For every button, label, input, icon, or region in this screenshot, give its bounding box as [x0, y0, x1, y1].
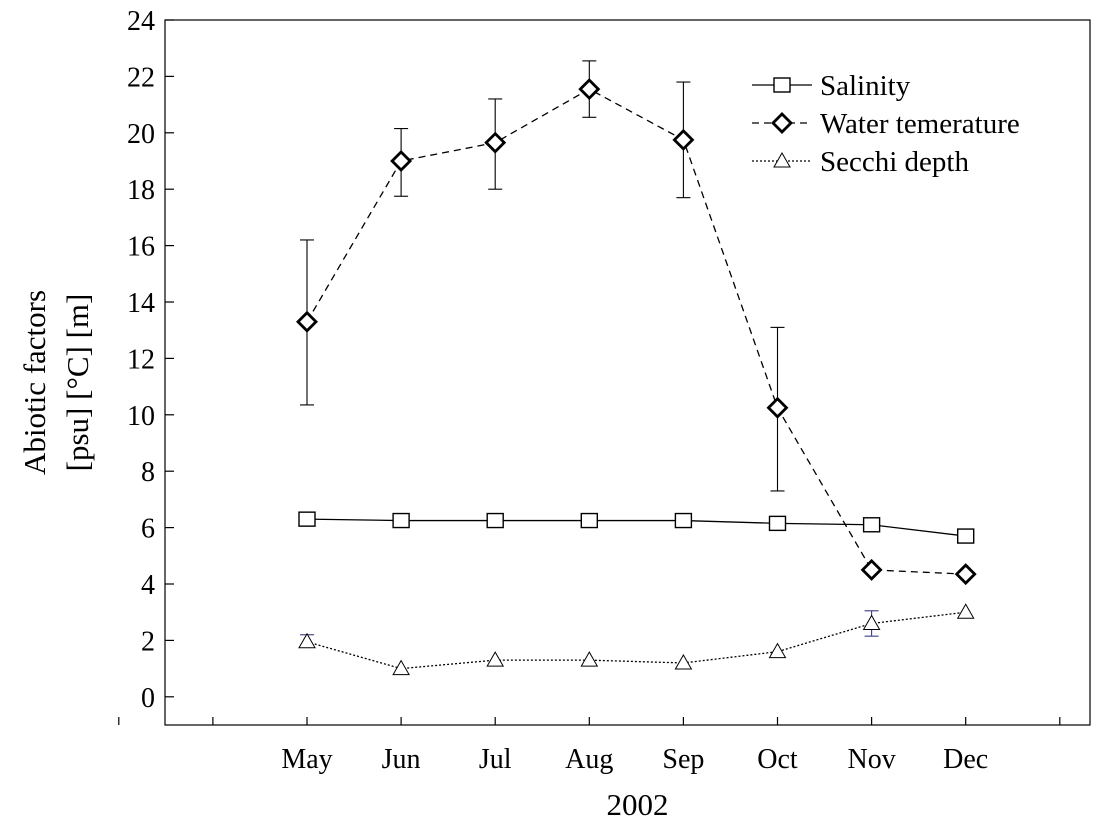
data-point — [860, 558, 883, 581]
legend-item: Water temerature — [752, 108, 1020, 140]
y-tick-label: 12 — [127, 344, 155, 375]
data-point — [392, 659, 410, 676]
data-point — [298, 632, 316, 649]
x-tick-label: May — [281, 744, 332, 775]
y-tick-label: 4 — [141, 570, 155, 601]
data-point — [957, 528, 975, 544]
data-point — [768, 642, 787, 659]
legend-item: Salinity — [752, 70, 911, 102]
data-point — [580, 651, 599, 667]
data-point — [766, 396, 789, 419]
x-tick-label: Jun — [382, 744, 421, 775]
data-point — [296, 310, 318, 333]
y-tick-label: 20 — [127, 119, 155, 150]
x-tick-label: Aug — [565, 744, 613, 775]
data-point — [580, 512, 598, 529]
series-water-temerature — [296, 60, 977, 586]
x-tick-label: Dec — [943, 744, 988, 775]
y-tick-label: 6 — [141, 514, 155, 545]
y-tick-label: 22 — [127, 62, 155, 93]
x-tick-label: Sep — [662, 744, 704, 775]
series-line — [306, 611, 966, 670]
legend-item: Secchi depth — [752, 146, 969, 178]
series-secchi-depth — [298, 603, 975, 676]
x-tick-label: Nov — [847, 744, 895, 775]
series-line — [306, 518, 966, 537]
x-tick-label: Oct — [757, 744, 798, 775]
data-point — [390, 150, 413, 172]
y-tick-label: 10 — [127, 401, 155, 432]
y-tick-label: 2 — [141, 626, 155, 657]
y-tick-label: 0 — [141, 683, 155, 714]
data-point — [578, 78, 601, 101]
legend-marker — [771, 112, 793, 134]
y-axis-title-line-2: [psu] [°C] [m] — [60, 294, 95, 472]
series-layer — [296, 60, 977, 676]
y-tick-label: 14 — [127, 288, 155, 319]
series-salinity — [298, 511, 975, 544]
data-point — [954, 563, 977, 586]
legend-marker — [773, 77, 791, 93]
data-point — [486, 512, 504, 529]
data-point — [768, 515, 787, 532]
data-point — [672, 128, 695, 151]
data-point — [674, 512, 693, 529]
legend-label: Secchi depth — [820, 146, 969, 178]
x-axis-ticks: May Jun Jul Aug Sep Oct Nov Dec — [118, 717, 1061, 775]
legend-label: Water temerature — [820, 108, 1020, 140]
data-point — [484, 131, 507, 154]
data-point — [956, 603, 975, 619]
y-tick-label: 8 — [141, 457, 155, 488]
legend-label: Salinity — [820, 70, 911, 102]
series-line — [306, 88, 966, 575]
y-tick-label: 18 — [127, 175, 155, 206]
data-point — [862, 517, 881, 533]
x-tick-label: Jul — [479, 744, 512, 775]
data-point — [486, 651, 505, 667]
data-point — [392, 512, 410, 529]
data-point — [298, 511, 316, 527]
y-axis-title: Abiotic factors [psu] [°C] [m] — [17, 290, 95, 475]
y-axis-title-line-1: Abiotic factors — [17, 290, 52, 475]
legend: Salinity Water temerature Secchi depth — [752, 70, 1020, 178]
x-axis-title: 2002 — [607, 787, 669, 822]
data-point — [674, 653, 693, 670]
y-tick-label: 24 — [127, 6, 155, 37]
y-tick-label: 16 — [127, 232, 155, 263]
plot-border — [164, 19, 1091, 726]
data-point — [862, 614, 881, 630]
legend-marker — [773, 151, 791, 168]
plot-frame — [164, 19, 1091, 726]
